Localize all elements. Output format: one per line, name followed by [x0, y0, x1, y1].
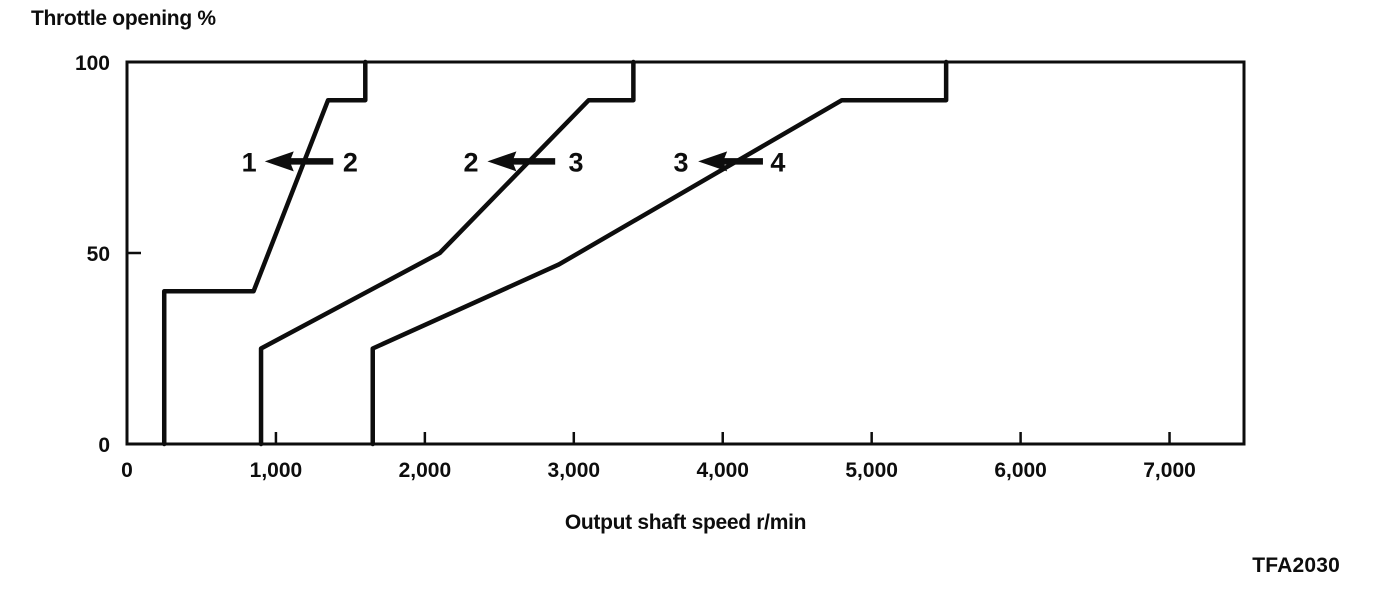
- x-tick-label: 1,000: [250, 459, 303, 482]
- shift-line-downshift-4-to-3: [370, 59, 949, 447]
- left-arrow-icon: [264, 151, 294, 172]
- y-tick-label: 50: [87, 243, 110, 266]
- y-tick-label: 0: [98, 434, 110, 457]
- x-tick-label: 2,000: [399, 459, 452, 482]
- figure-code: TFA2030: [1252, 554, 1340, 577]
- x-tick-label: 7,000: [1143, 459, 1196, 482]
- gear-label-source: 4: [770, 147, 785, 177]
- gear-label-target: 1: [242, 147, 257, 177]
- left-arrow-icon: [487, 151, 517, 172]
- x-tick-label: 5,000: [845, 459, 898, 482]
- x-axis-title: Output shaft speed r/min: [564, 511, 807, 534]
- shift-line-downshift-2-to-1: [161, 59, 368, 447]
- x-tick-label: 4,000: [696, 459, 749, 482]
- x-tick-label: 6,000: [994, 459, 1047, 482]
- x-tick-label: 0: [121, 459, 133, 482]
- x-tick-label: 3,000: [548, 459, 601, 482]
- gear-label-source: 2: [343, 147, 358, 177]
- y-tick-label: 100: [75, 52, 110, 75]
- y-axis-title: Throttle opening %: [31, 7, 216, 30]
- gear-label-source: 3: [569, 147, 584, 177]
- gear-label-target: 3: [674, 147, 689, 177]
- shift-line-downshift-3-to-2: [258, 59, 636, 447]
- gear-label-target: 2: [464, 147, 479, 177]
- plot-frame: [125, 60, 1246, 446]
- left-arrow-icon: [698, 151, 728, 172]
